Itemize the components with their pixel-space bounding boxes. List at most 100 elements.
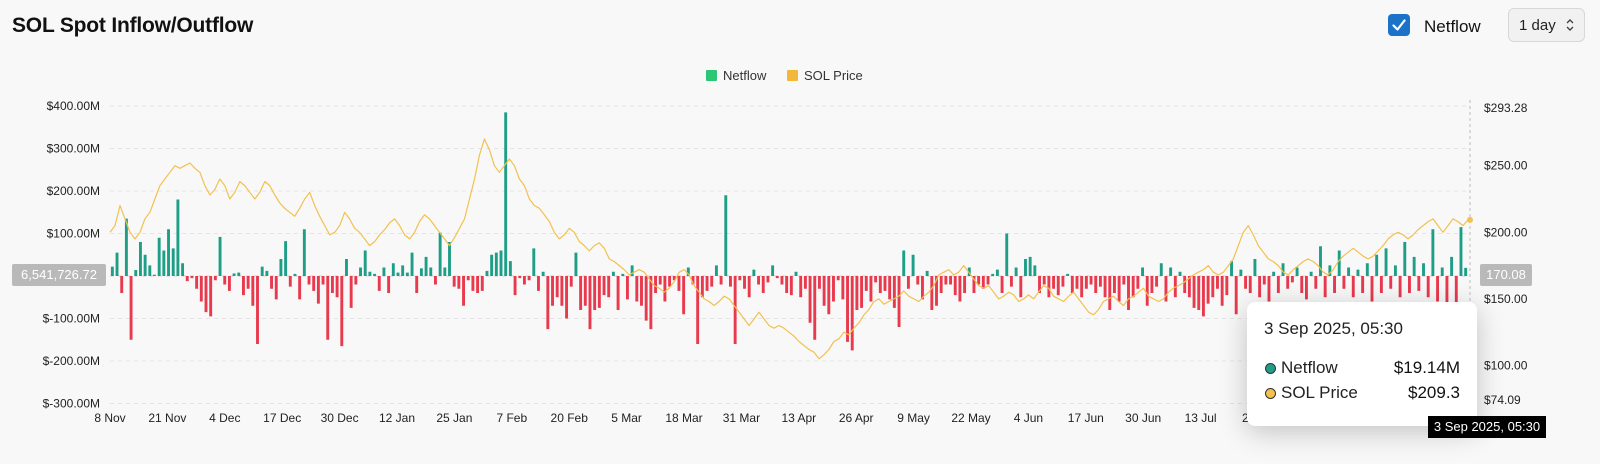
- x-axis-tick-label: 21 Nov: [148, 411, 186, 425]
- netflow-bar: [1000, 276, 1004, 293]
- netflow-bar: [134, 270, 138, 276]
- netflow-bar: [1113, 276, 1116, 293]
- price-hover-dot: [1467, 216, 1473, 223]
- netflow-bar: [120, 276, 124, 293]
- legend-netflow-label[interactable]: Netflow: [723, 68, 767, 83]
- netflow-bar: [476, 276, 480, 293]
- netflow-bar: [1365, 263, 1369, 276]
- netflow-bar: [700, 276, 704, 298]
- x-axis-tick-label: 20 Feb: [551, 411, 589, 425]
- netflow-bar: [237, 272, 241, 276]
- netflow-bar: [930, 276, 934, 310]
- netflow-bar: [1412, 256, 1416, 277]
- netflow-bar: [1070, 276, 1074, 293]
- netflow-bar: [312, 276, 316, 291]
- netflow-bar: [345, 259, 348, 276]
- netflow-checkbox-label[interactable]: Netflow: [1424, 17, 1481, 36]
- x-axis-tick-label: 13 Jul: [1185, 411, 1217, 425]
- netflow-bar: [307, 276, 311, 285]
- netflow-bar: [1272, 271, 1276, 276]
- netflow-bar: [1098, 276, 1102, 287]
- netflow-bar: [232, 273, 236, 276]
- tooltip-netflow-value: $19.14M: [1393, 358, 1460, 377]
- netflow-bar: [1342, 276, 1346, 289]
- netflow-bar: [1019, 276, 1023, 298]
- netflow-bar: [1220, 276, 1224, 306]
- netflow-bar: [1403, 242, 1407, 276]
- tooltip-price-dot: [1265, 388, 1276, 399]
- netflow-bar: [1201, 276, 1205, 317]
- netflow-bar: [958, 276, 962, 302]
- netflow-bar: [382, 267, 386, 276]
- right-axis-tick-label: $250.00: [1484, 159, 1528, 173]
- netflow-bar: [377, 276, 381, 291]
- netflow-bar: [1319, 246, 1322, 276]
- netflow-bar: [808, 276, 812, 323]
- netflow-bar: [499, 250, 503, 276]
- netflow-bar: [494, 252, 498, 277]
- netflow-bar: [176, 199, 180, 276]
- netflow-bar: [1436, 276, 1440, 302]
- netflow-bar: [204, 276, 208, 313]
- netflow-bar: [466, 276, 470, 281]
- netflow-bar: [883, 276, 887, 291]
- netflow-checkbox[interactable]: [1388, 14, 1410, 36]
- netflow-bar: [359, 267, 362, 276]
- netflow-bar: [1328, 265, 1332, 277]
- netflow-bar: [705, 276, 709, 291]
- netflow-bar: [1080, 276, 1084, 298]
- x-axis-tick-label: 4 Dec: [209, 411, 240, 425]
- netflow-bar: [1009, 276, 1013, 287]
- netflow-bar: [916, 276, 920, 285]
- netflow-bar: [1267, 276, 1271, 302]
- page-title: SOL Spot Inflow/Outflow: [12, 14, 254, 37]
- legend-netflow-swatch: [706, 70, 717, 81]
- legend-price-label[interactable]: SOL Price: [804, 68, 863, 83]
- netflow-bar: [1262, 276, 1266, 285]
- netflow-bar: [963, 276, 967, 293]
- interval-select[interactable]: 1 day: [1508, 8, 1585, 42]
- netflow-bar: [443, 267, 447, 276]
- netflow-bar: [110, 266, 114, 276]
- x-axis-tick-label: 30 Jun: [1125, 411, 1161, 425]
- netflow-bar: [1033, 265, 1037, 277]
- netflow-bar: [1309, 271, 1313, 276]
- netflow-bar: [1389, 276, 1393, 289]
- netflow-bar: [597, 276, 601, 308]
- netflow-bar: [391, 263, 395, 276]
- netflow-bar: [841, 276, 845, 300]
- netflow-bar: [419, 268, 423, 276]
- netflow-bar: [1379, 276, 1383, 293]
- netflow-bar: [935, 276, 938, 306]
- netflow-bar: [1103, 276, 1107, 298]
- netflow-bar: [448, 242, 451, 276]
- netflow-bar: [1005, 233, 1009, 276]
- netflow-bar: [274, 276, 278, 300]
- netflow-bar: [906, 276, 910, 289]
- netflow-bar: [354, 276, 358, 285]
- right-axis-tick-label: $74.09: [1484, 393, 1521, 407]
- netflow-bar: [944, 276, 948, 285]
- netflow-bar: [780, 276, 784, 285]
- crosshair-date-badge: 3 Sep 2025, 05:30: [1428, 416, 1546, 438]
- netflow-bar: [1155, 276, 1159, 287]
- netflow-bar: [457, 276, 461, 289]
- x-axis-tick-label: 4 Jun: [1014, 411, 1043, 425]
- netflow-bar: [555, 276, 559, 298]
- right-axis-tick-label: $293.28: [1484, 101, 1528, 115]
- crosshair-right-value: 170.08: [1480, 264, 1532, 286]
- netflow-bar: [537, 276, 540, 291]
- netflow-bar: [1187, 276, 1191, 298]
- crosshair-left-value: 6,541,726.72: [12, 264, 106, 286]
- netflow-bar: [1066, 273, 1070, 277]
- netflow-bar: [209, 276, 213, 317]
- netflow-bar: [771, 265, 775, 277]
- netflow-bar: [766, 276, 770, 283]
- netflow-bar: [302, 229, 306, 276]
- netflow-bar: [803, 276, 807, 289]
- netflow-bar: [1431, 229, 1435, 276]
- netflow-bar: [1038, 276, 1041, 293]
- left-axis-tick-label: $300.00M: [47, 142, 100, 156]
- netflow-bar: [1169, 267, 1173, 276]
